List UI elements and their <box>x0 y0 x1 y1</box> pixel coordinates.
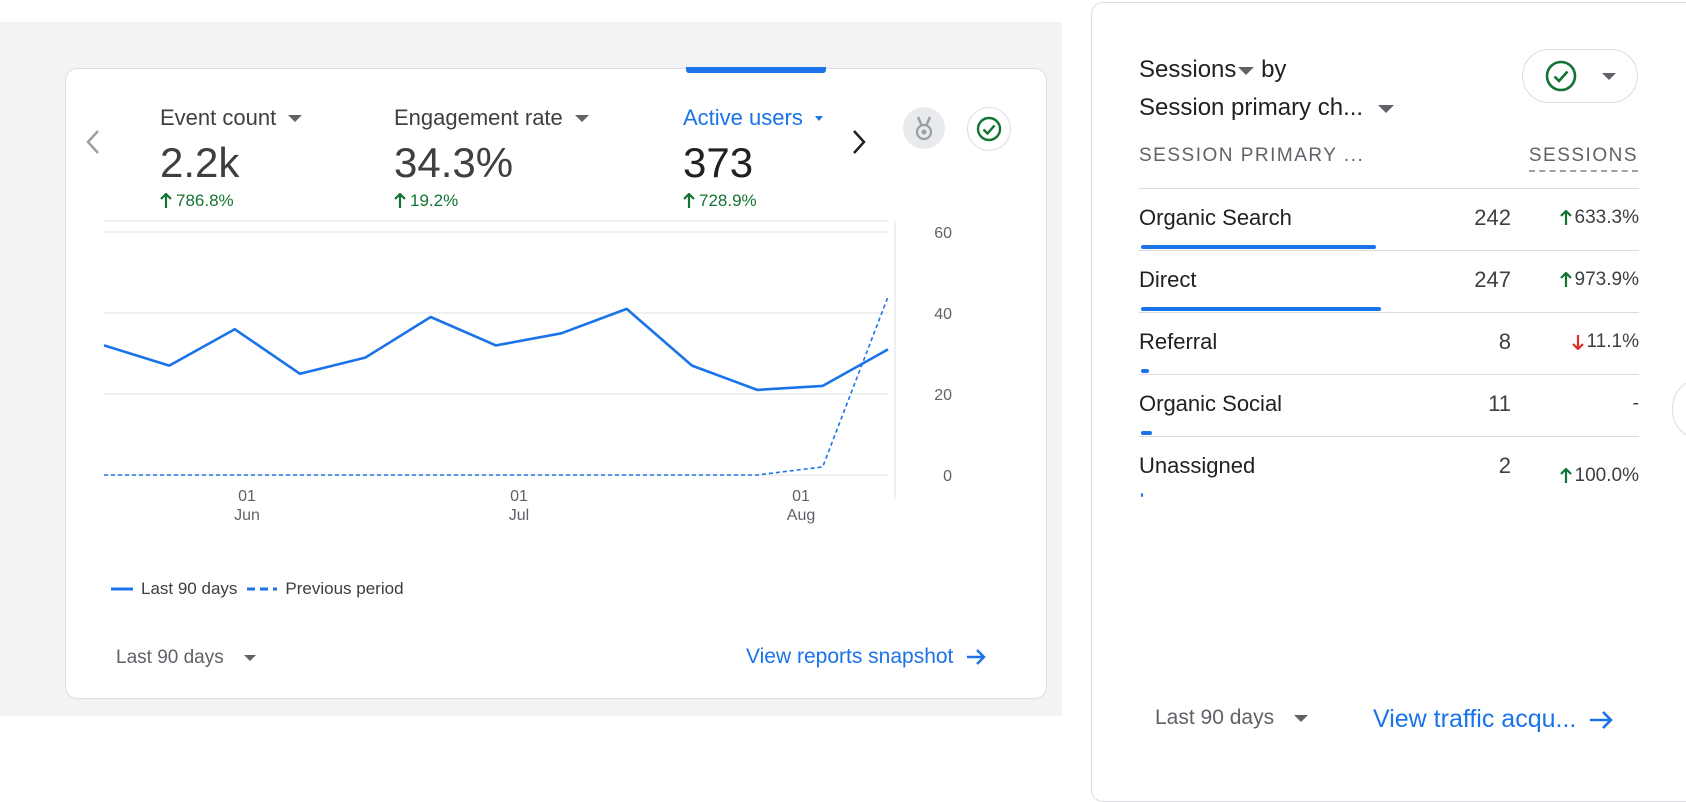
metric-picker[interactable]: Sessions <box>1139 56 1236 83</box>
row-delta: 11.1% <box>1572 331 1639 353</box>
check-circle-icon <box>1544 59 1578 93</box>
y-tick-label: 60 <box>934 225 952 242</box>
overview-card: Event count 2.2k 786.8% Engagement rate … <box>65 68 1047 699</box>
arrow-up-icon <box>1560 210 1572 226</box>
row-delta-text: 633.3% <box>1575 207 1639 229</box>
y-tick-label: 20 <box>934 387 952 404</box>
view-reports-snapshot-link[interactable]: View reports snapshot <box>746 645 987 669</box>
row-value: 11 <box>1488 391 1511 417</box>
column-header-dimension: SESSION PRIMARY ... <box>1139 145 1364 167</box>
table-row[interactable]: Organic Social 11 - <box>1139 374 1639 437</box>
row-label: Unassigned <box>1139 453 1255 479</box>
row-delta: - <box>1633 393 1639 415</box>
link-label: View traffic acqu... <box>1373 705 1576 734</box>
arrow-right-icon <box>1588 708 1614 732</box>
series-line-last-90-days <box>104 309 888 390</box>
caret-down-icon[interactable] <box>1378 105 1394 113</box>
arrow-up-icon <box>1560 272 1572 288</box>
share-bar <box>1141 431 1152 435</box>
x-tick-month: Jul <box>509 507 529 524</box>
row-delta-text: - <box>1633 393 1639 415</box>
share-bar <box>1141 245 1376 249</box>
legend-item-current: Last 90 days <box>111 579 237 599</box>
chart-legend: Last 90 days Previous period <box>111 579 404 599</box>
row-label: Referral <box>1139 329 1217 355</box>
legend-label: Previous period <box>285 579 403 599</box>
row-delta-text: 11.1% <box>1587 331 1639 353</box>
dimension-picker[interactable]: Session primary ch... <box>1139 94 1363 121</box>
caret-down-icon[interactable] <box>1238 67 1254 75</box>
x-tick-month: Jun <box>234 507 260 524</box>
share-bar <box>1141 307 1381 311</box>
legend-item-previous: Previous period <box>247 579 403 599</box>
share-bar <box>1141 493 1143 497</box>
table-row[interactable]: Referral 8 11.1% <box>1139 312 1639 375</box>
row-delta-text: 100.0% <box>1575 465 1639 487</box>
line-chart: 60 40 20 0 01 Jun 01 Jul 01 Aug <box>66 69 1046 569</box>
row-label: Organic Search <box>1139 205 1292 231</box>
arrow-up-icon <box>1560 468 1572 484</box>
view-traffic-acquisition-link[interactable]: View traffic acqu... <box>1373 705 1614 734</box>
x-tick-month: Aug <box>787 507 815 524</box>
y-tick-label: 0 <box>943 468 952 485</box>
title-line-1: Sessions by <box>1139 51 1394 89</box>
row-value: 247 <box>1474 267 1511 293</box>
caret-down-icon <box>1294 715 1308 722</box>
dashed-line-swatch <box>247 586 277 592</box>
date-range-label: Last 90 days <box>1155 706 1274 730</box>
row-label: Organic Social <box>1139 391 1282 417</box>
row-value: 8 <box>1499 329 1511 355</box>
x-tick-day: 01 <box>510 488 528 505</box>
row-value: 242 <box>1474 205 1511 231</box>
row-delta: 100.0% <box>1560 465 1639 487</box>
status-menu-button[interactable] <box>1522 49 1638 103</box>
row-delta: 973.9% <box>1560 269 1639 291</box>
x-tick-day: 01 <box>792 488 810 505</box>
title-line-2: Session primary ch... <box>1139 89 1394 127</box>
arrow-right-icon <box>965 647 987 667</box>
sessions-card: Sessions by Session primary ch... SESSIO… <box>1091 2 1686 802</box>
table-row[interactable]: Unassigned 2 100.0% <box>1139 436 1639 499</box>
series-line-previous-period <box>104 297 888 475</box>
title-by: by <box>1261 56 1286 83</box>
x-tick-day: 01 <box>238 488 256 505</box>
caret-down-icon <box>244 655 256 661</box>
share-bar <box>1141 369 1149 373</box>
row-delta: 633.3% <box>1560 207 1639 229</box>
card-title: Sessions by Session primary ch... <box>1139 51 1394 127</box>
solid-line-swatch <box>111 586 133 592</box>
legend-label: Last 90 days <box>141 579 237 599</box>
arrow-down-icon <box>1572 334 1584 350</box>
row-delta-text: 973.9% <box>1575 269 1639 291</box>
date-range-select[interactable]: Last 90 days <box>116 647 256 669</box>
date-range-label: Last 90 days <box>116 647 224 669</box>
row-value: 2 <box>1499 453 1511 479</box>
row-label: Direct <box>1139 267 1196 293</box>
sessions-date-range-select[interactable]: Last 90 days <box>1155 706 1308 730</box>
link-label: View reports snapshot <box>746 645 953 669</box>
y-tick-label: 40 <box>934 306 952 323</box>
caret-down-icon <box>1602 73 1616 80</box>
table-row[interactable]: Organic Search 242 633.3% <box>1139 188 1639 251</box>
table-row[interactable]: Direct 247 973.9% <box>1139 250 1639 313</box>
column-header-sessions[interactable]: SESSIONS <box>1529 145 1638 172</box>
